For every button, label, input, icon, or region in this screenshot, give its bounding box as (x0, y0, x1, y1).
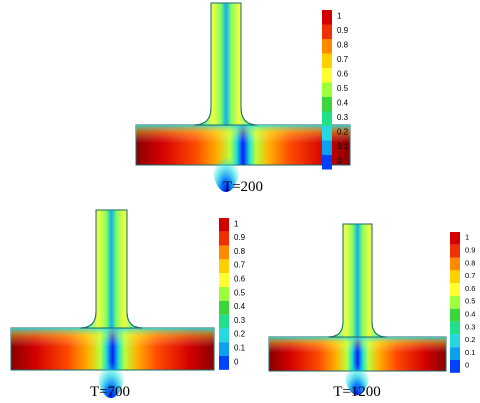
colorbar-tick-label: 0.3 (234, 316, 246, 325)
colorbar-swatch (322, 39, 332, 54)
panel-t200: 1 0.9 0.8 0.7 0.6 0.5 0.4 0.3 0.2 0.1 0 T=200 (135, 2, 351, 195)
colorbar-tick-label: 1 (465, 233, 469, 242)
colorbar-swatch (450, 347, 460, 360)
colorbar-tick-label: 0.9 (337, 26, 349, 35)
colorbar-swatch (322, 24, 332, 39)
colorbar-swatch (450, 232, 460, 245)
colorbar-tick-label: 0.4 (337, 99, 349, 108)
colorbar-swatch (219, 259, 229, 274)
colorbar-swatch (322, 155, 332, 170)
colorbar-swatch (450, 321, 460, 335)
colorbar-tick-label: 1 (337, 12, 342, 21)
panel-caption: T=700 (90, 384, 130, 400)
colorbar-tick-label: 0.4 (234, 302, 246, 311)
colorbar-swatch (219, 300, 229, 315)
colorbar-swatch (322, 10, 332, 25)
colorbar-swatch (219, 328, 229, 343)
colorbar-swatch (450, 244, 460, 258)
colorbar-tick-label: 0.8 (465, 258, 475, 267)
colorbar-tick-label: 0.6 (337, 70, 349, 79)
colorbar-swatch (219, 218, 229, 232)
colorbar-swatch (322, 68, 332, 83)
colorbar: 1 0.9 0.8 0.7 0.6 0.5 0.4 0.3 0.2 0.1 0 (219, 218, 246, 370)
colorbar-tick-label: 0.2 (337, 128, 349, 137)
colorbar: 1 0.9 0.8 0.7 0.6 0.5 0.4 0.3 0.2 0.1 0 (322, 10, 349, 170)
colorbar-swatch (219, 245, 229, 260)
colorbar-tick-label: 1 (234, 219, 239, 228)
colorbar-swatch (450, 334, 460, 348)
colorbar-tick-label: 0.1 (465, 348, 475, 357)
colorbar-swatch (322, 97, 332, 112)
colorbar-tick-label: 0.7 (234, 261, 246, 270)
colorbar-tick-label: 0.8 (234, 247, 246, 256)
colorbar-swatch (450, 270, 460, 284)
colorbar-swatch (322, 126, 332, 141)
colorbar-tick-label: 0 (337, 157, 342, 166)
colorbar-tick-label: 0.3 (465, 322, 475, 331)
colorbar-swatch (322, 111, 332, 126)
panel-caption: T=1200 (333, 384, 381, 400)
colorbar-swatch (219, 287, 229, 301)
colorbar-swatch (322, 82, 332, 97)
colorbar-swatch (450, 360, 460, 373)
panel-t1200: 1 0.9 0.8 0.7 0.6 0.5 0.4 0.3 0.2 0.1 0 T=1200 (268, 223, 475, 400)
colorbar-tick-label: 0.1 (337, 142, 349, 151)
colorbar: 1 0.9 0.8 0.7 0.6 0.5 0.4 0.3 0.2 0.1 0 (450, 232, 475, 373)
colorbar-tick-label: 0.4 (465, 309, 475, 318)
colorbar-tick-label: 0 (234, 357, 239, 366)
colorbar-tick-label: 0 (465, 361, 469, 370)
t-junction-field (135, 2, 351, 192)
colorbar-tick-label: 0.2 (234, 330, 246, 339)
t-junction-field (268, 223, 447, 395)
colorbar-tick-label: 0.5 (234, 288, 246, 297)
colorbar-swatch (219, 231, 229, 246)
colorbar-tick-label: 0.9 (234, 233, 246, 242)
colorbar-tick-label: 0.1 (234, 343, 246, 352)
colorbar-swatch (219, 356, 229, 370)
colorbar-tick-label: 0.2 (465, 335, 475, 344)
colorbar-tick-label: 0.7 (337, 55, 349, 64)
colorbar-swatch (450, 296, 460, 309)
colorbar-tick-label: 0.5 (465, 297, 475, 306)
panel-caption: T=200 (223, 179, 263, 195)
colorbar-swatch (322, 53, 332, 68)
colorbar-tick-label: 0.6 (234, 274, 246, 283)
colorbar-tick-label: 0.9 (465, 245, 475, 254)
colorbar-swatch (450, 308, 460, 322)
colorbar-swatch (322, 140, 332, 155)
t-junction-field (10, 209, 215, 398)
colorbar-tick-label: 0.6 (465, 284, 475, 293)
colorbar-swatch (450, 283, 460, 296)
panel-t700: 1 0.9 0.8 0.7 0.6 0.5 0.4 0.3 0.2 0.1 0 T=700 (10, 209, 246, 400)
colorbar-tick-label: 0.8 (337, 41, 349, 50)
colorbar-tick-label: 0.7 (465, 271, 475, 280)
colorbar-tick-label: 0.3 (337, 113, 349, 122)
colorbar-swatch (219, 342, 229, 356)
colorbar-swatch (219, 314, 229, 329)
colorbar-tick-label: 0.5 (337, 84, 349, 93)
colorbar-swatch (450, 257, 460, 271)
colorbar-swatch (219, 273, 229, 287)
